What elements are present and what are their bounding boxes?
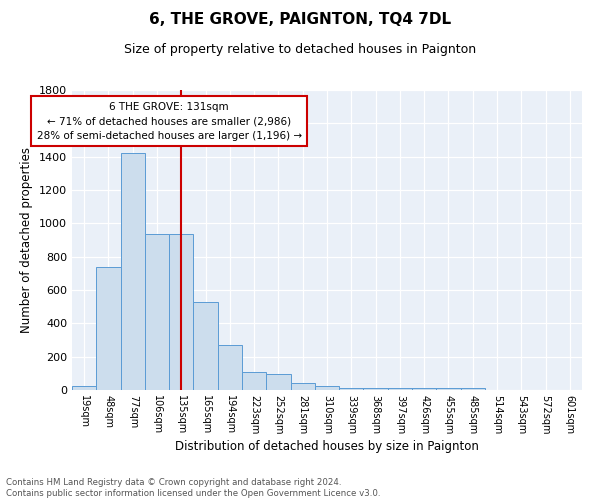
Bar [266,374,290,390]
Bar [388,388,412,390]
Text: Size of property relative to detached houses in Paignton: Size of property relative to detached ho… [124,42,476,56]
Bar [412,388,436,390]
Bar [315,386,339,390]
Bar [436,388,461,390]
Text: 6, THE GROVE, PAIGNTON, TQ4 7DL: 6, THE GROVE, PAIGNTON, TQ4 7DL [149,12,451,28]
Bar [218,345,242,390]
Text: Contains HM Land Registry data © Crown copyright and database right 2024.
Contai: Contains HM Land Registry data © Crown c… [6,478,380,498]
Bar [290,383,315,390]
Bar [461,388,485,390]
Bar [169,234,193,390]
Bar [193,302,218,390]
Bar [339,388,364,390]
Bar [242,372,266,390]
Bar [364,388,388,390]
Text: 6 THE GROVE: 131sqm
← 71% of detached houses are smaller (2,986)
28% of semi-det: 6 THE GROVE: 131sqm ← 71% of detached ho… [37,102,302,141]
Y-axis label: Number of detached properties: Number of detached properties [20,147,34,333]
X-axis label: Distribution of detached houses by size in Paignton: Distribution of detached houses by size … [175,440,479,453]
Bar [121,152,145,390]
Bar [96,267,121,390]
Bar [72,386,96,390]
Bar [145,234,169,390]
